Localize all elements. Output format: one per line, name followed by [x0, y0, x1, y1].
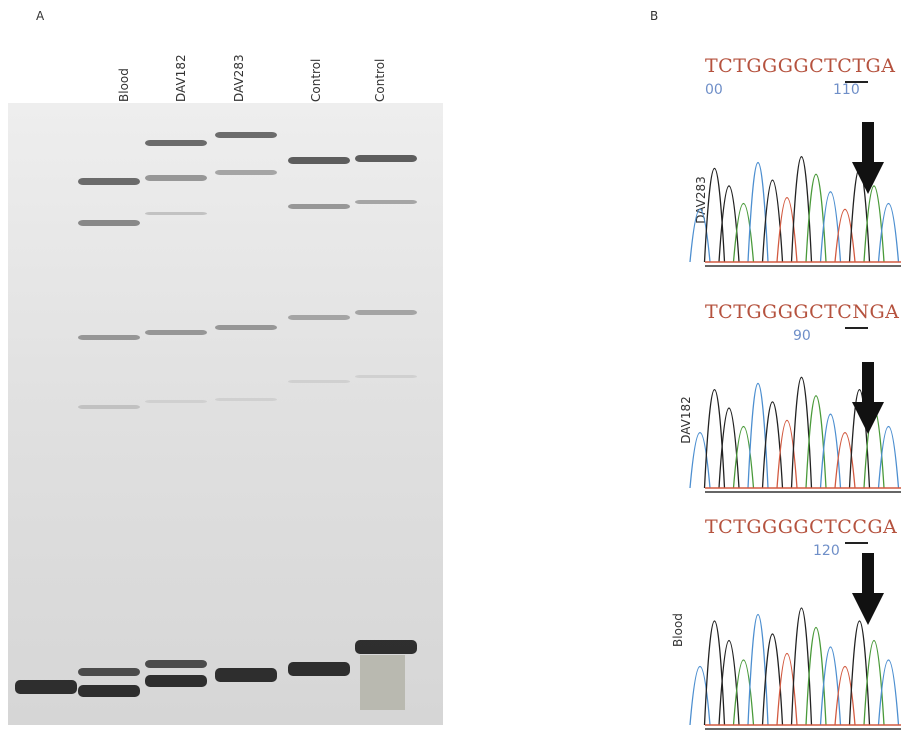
gel-band [288, 380, 350, 383]
sequence: TCTGGGGCTCCGA [705, 516, 897, 538]
peak [747, 162, 769, 263]
peak [834, 666, 856, 726]
peak [863, 185, 885, 263]
gel-band [145, 330, 207, 335]
peak [761, 633, 784, 726]
lane-label: Blood [117, 68, 131, 102]
gel-band [355, 200, 417, 204]
peak [747, 383, 769, 489]
gel [8, 103, 443, 725]
peak [761, 179, 784, 263]
gel-bands [15, 132, 417, 697]
gel-band [145, 212, 207, 215]
peak [776, 419, 798, 489]
peak [819, 191, 842, 263]
position: 90 [793, 328, 811, 344]
lane-label: Control [309, 59, 323, 102]
position: 110 [833, 82, 860, 98]
gel-band [288, 662, 350, 676]
peak [689, 209, 711, 263]
gel-band [355, 310, 417, 315]
gel-band [78, 668, 140, 676]
gel-band [145, 660, 207, 668]
peak [863, 639, 885, 726]
gel-band [145, 175, 207, 181]
peak [819, 413, 842, 489]
peak [805, 173, 827, 263]
peak [834, 432, 856, 489]
peak [732, 659, 755, 726]
gel-band [145, 140, 207, 146]
gel-band [78, 178, 140, 185]
peak [776, 653, 798, 726]
peak [689, 432, 711, 489]
gel-band [355, 640, 417, 654]
gel-band [78, 220, 140, 226]
peak [790, 156, 813, 263]
gel-band [145, 400, 207, 403]
peak [747, 613, 769, 726]
gel-band [355, 155, 417, 162]
arrow [852, 122, 884, 194]
peak [805, 395, 827, 489]
gel-band [215, 132, 277, 138]
trace-label: DAV182 [679, 396, 693, 444]
gel-band [15, 680, 77, 694]
peak [761, 401, 784, 489]
peak [718, 185, 740, 263]
gel-band [215, 398, 277, 401]
gel-band [78, 405, 140, 409]
gel-band [78, 335, 140, 340]
trace-label: Blood [671, 613, 685, 647]
arrow [852, 553, 884, 625]
panel-label: A [36, 9, 45, 23]
peak [834, 209, 856, 263]
peak [689, 666, 711, 726]
gel-band [215, 170, 277, 175]
lane-label: Control [373, 59, 387, 102]
lane-label: DAV283 [232, 54, 246, 102]
panel-label: B [650, 9, 658, 23]
gel-band [355, 375, 417, 378]
peak [877, 659, 900, 726]
peak [732, 425, 755, 489]
gel-band [215, 325, 277, 330]
peak [790, 376, 813, 489]
peak [776, 197, 798, 263]
gel-band [288, 315, 350, 320]
peak [718, 639, 740, 726]
position: 120 [813, 543, 840, 559]
peak [877, 203, 900, 263]
position: 00 [705, 82, 723, 98]
sequence: TCTGGGGCTCNGA [705, 301, 899, 323]
peak [848, 620, 871, 726]
gel-band [288, 204, 350, 209]
peak [819, 646, 842, 726]
gel-band [215, 668, 277, 682]
peak [732, 203, 755, 263]
gel-band [288, 157, 350, 164]
sequence: TCTGGGGCTCTGA [705, 55, 895, 77]
gel-patch [360, 655, 405, 710]
lane-label: DAV182 [174, 54, 188, 102]
arrow [852, 362, 884, 434]
peak [703, 389, 726, 489]
peak [790, 607, 813, 726]
peak [703, 620, 726, 726]
gel-band [78, 685, 140, 697]
peak [877, 425, 900, 489]
peak [718, 407, 740, 489]
peak [805, 627, 827, 726]
gel-band [145, 675, 207, 687]
